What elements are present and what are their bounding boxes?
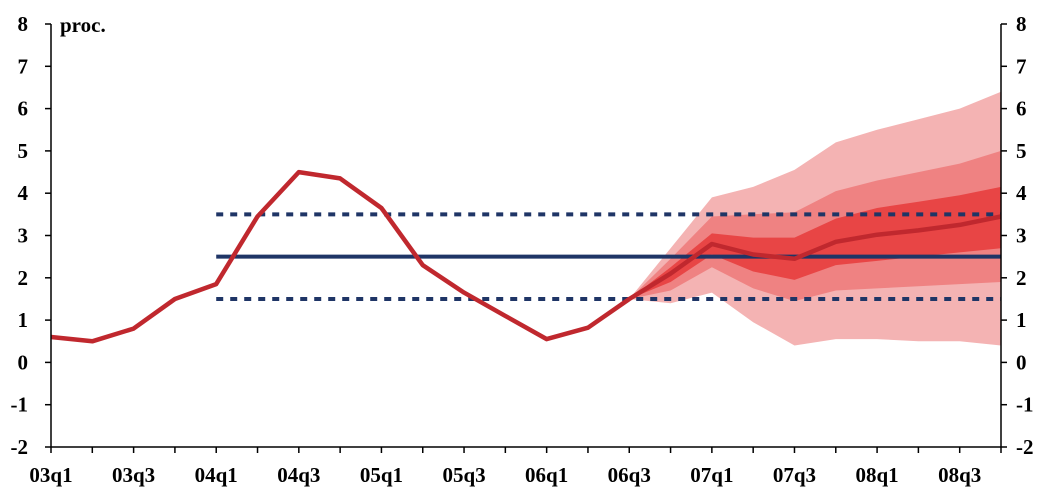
y-tick-label-right: 6 <box>1016 97 1027 121</box>
y-tick-label-left: 0 <box>18 350 29 374</box>
x-tick-label: 08q3 <box>938 463 981 487</box>
y-tick-label-left: -1 <box>11 393 29 417</box>
inflation-line <box>50 169 1002 344</box>
x-tick-label: 08q1 <box>855 463 898 487</box>
x-tick-label: 04q3 <box>277 463 320 487</box>
y-tick-label-left: 2 <box>18 266 29 290</box>
y-tick-label-right: -1 <box>1016 393 1034 417</box>
y-tick-label-right: 1 <box>1016 308 1027 332</box>
fan-chart-bands <box>629 91 1001 346</box>
y-tick-label-right: 8 <box>1016 12 1027 36</box>
y-tick-label-right: 5 <box>1016 139 1027 163</box>
y-tick-label-right: 4 <box>1016 181 1027 205</box>
y-tick-label-left: 5 <box>18 139 29 163</box>
x-tick-label: 03q3 <box>112 463 155 487</box>
y-tick-label-left: 3 <box>18 224 29 248</box>
y-tick-label-left: 6 <box>18 97 29 121</box>
fan-band-2 <box>629 150 1001 302</box>
y-tick-label-right: 7 <box>1016 54 1027 78</box>
x-tick-label: 04q1 <box>195 463 238 487</box>
x-tick-label: 05q3 <box>442 463 485 487</box>
y-tick-label-left: 7 <box>18 54 29 78</box>
y-tick-label-right: 0 <box>1016 350 1027 374</box>
x-tick-label: 07q3 <box>773 463 816 487</box>
y-tick-label-left: 4 <box>18 181 29 205</box>
inflation-series <box>50 169 1002 344</box>
y-tick-label-left: -2 <box>11 435 29 459</box>
y-tick-label-left: 8 <box>18 12 29 36</box>
reference-lines <box>216 212 1001 301</box>
y-tick-label-right: 3 <box>1016 224 1027 248</box>
y-tick-label-left: 1 <box>18 308 29 332</box>
unit-label: proc. <box>60 13 106 37</box>
x-tick-label: 07q1 <box>690 463 733 487</box>
x-tick-label: 06q3 <box>608 463 651 487</box>
x-tick-label: 03q1 <box>29 463 72 487</box>
x-tick-label: 05q1 <box>360 463 403 487</box>
x-tick-label: 06q1 <box>525 463 568 487</box>
y-tick-label-right: -2 <box>1016 435 1034 459</box>
y-tick-label-right: 2 <box>1016 266 1027 290</box>
